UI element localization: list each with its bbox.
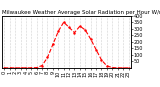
Text: Milwaukee Weather Average Solar Radiation per Hour W/m2 (Last 24 Hours): Milwaukee Weather Average Solar Radiatio…	[2, 10, 160, 15]
